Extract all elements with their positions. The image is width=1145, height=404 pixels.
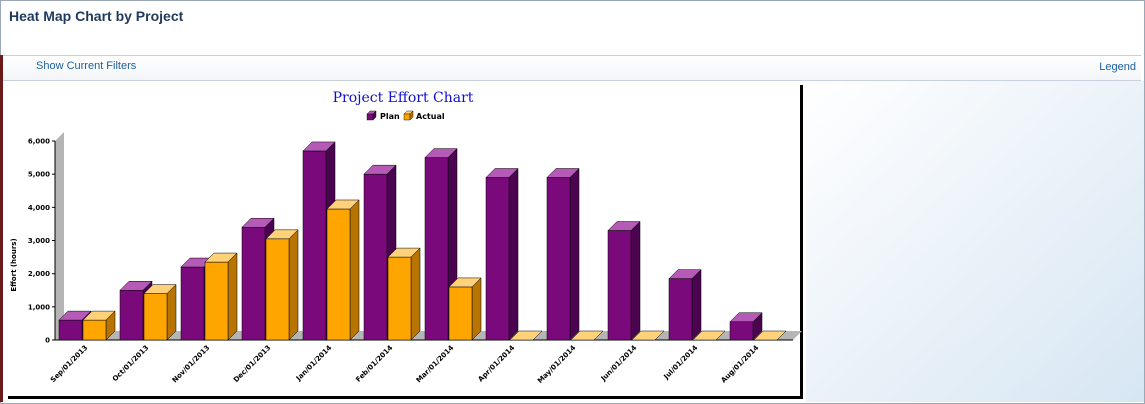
y-axis-label: Effort (hours)	[10, 238, 18, 291]
bar-actual-11	[753, 330, 787, 341]
bar-actual-7	[509, 330, 543, 341]
bar-actual-2	[204, 252, 238, 341]
x-tick-label: Nov/01/2013	[171, 344, 212, 385]
page-title: Heat Map Chart by Project	[9, 8, 184, 24]
chart-container: Project Effort Chart Plan Actual Effort …	[4, 81, 806, 401]
y-tick-label: 6,000	[28, 138, 50, 146]
bars-layer	[58, 141, 787, 341]
bar-plan-10	[668, 269, 702, 341]
x-tick-label: Sep/01/2013	[49, 344, 89, 384]
legend-label-plan: Plan	[380, 112, 400, 121]
x-tick-label: May/01/2014	[536, 344, 577, 385]
chart-title: Project Effort Chart	[333, 90, 474, 106]
x-tick-label: Aug/01/2014	[720, 344, 761, 385]
x-tick-label: Dec/01/2013	[232, 344, 272, 384]
legend-link[interactable]: Legend	[1099, 61, 1136, 73]
bar-actual-5	[387, 247, 421, 341]
chart-frame-bottom-shadow	[8, 396, 803, 399]
x-tick-label: Jul/01/2014	[662, 344, 700, 382]
bar-actual-0	[82, 310, 116, 341]
chart-legend: Plan Actual	[366, 110, 445, 121]
left-edge-stripe	[0, 55, 3, 402]
bar-actual-4	[326, 199, 360, 341]
y-axis-wall	[55, 132, 64, 340]
bar-actual-6	[448, 277, 482, 341]
x-tick-label: Mar/01/2014	[415, 344, 456, 385]
bar-plan-8	[546, 167, 580, 341]
x-tick-label: Oct/01/2013	[111, 344, 151, 384]
right-side-panel	[806, 81, 1144, 402]
x-tick-label: Jun/01/2014	[599, 344, 639, 384]
x-tick-label: Feb/01/2014	[354, 344, 394, 384]
y-tick-label: 3,000	[28, 237, 50, 245]
effort-chart: Project Effort Chart Plan Actual Effort …	[8, 85, 803, 399]
bar-plan-9	[607, 220, 641, 341]
filter-bar: Show Current Filters Legend	[3, 55, 1141, 81]
y-tick-label: 5,000	[28, 171, 50, 179]
bar-plan-7	[485, 167, 519, 341]
bar-plan-11	[729, 312, 763, 341]
bar-actual-8	[570, 330, 604, 341]
bar-actual-9	[631, 330, 665, 341]
bar-actual-3	[265, 229, 299, 341]
chart-frame-right-shadow	[800, 85, 803, 399]
y-tick-label: 0	[45, 337, 50, 345]
x-tick-label: Jan/01/2014	[294, 344, 333, 383]
x-tick-labels: Sep/01/2013 Oct/01/2013 Nov/01/2013 Dec/01/…	[49, 344, 760, 385]
legend-label-actual: Actual	[416, 112, 445, 121]
x-tick-label: Apr/01/2014	[477, 344, 517, 384]
show-current-filters-link[interactable]: Show Current Filters	[36, 60, 137, 72]
bar-plan-6	[424, 147, 458, 341]
bar-actual-1	[143, 283, 177, 341]
bar-actual-10	[692, 330, 726, 341]
y-tick-label: 4,000	[28, 204, 50, 212]
y-tick-label: 1,000	[28, 303, 50, 311]
legend-swatch-plan	[366, 110, 377, 121]
y-tick-label: 2,000	[28, 270, 50, 278]
legend-swatch-actual	[403, 110, 414, 121]
